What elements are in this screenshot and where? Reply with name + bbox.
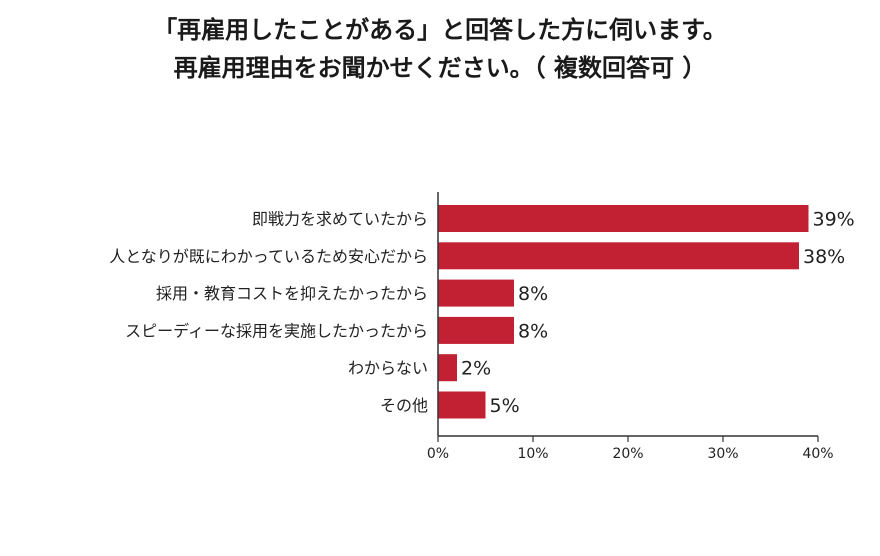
category-label-3: スピーディーな採用を実施したかったから	[125, 321, 428, 340]
value-label-0: 39%	[813, 209, 855, 231]
bar-1	[438, 242, 799, 270]
bar-5	[438, 391, 486, 419]
x-tick-label-4: 40%	[802, 446, 833, 462]
value-label-3: 8%	[518, 320, 548, 342]
value-label-2: 8%	[518, 283, 548, 305]
value-label-1: 38%	[803, 246, 845, 268]
value-label-5: 5%	[490, 395, 520, 417]
bar-2	[438, 279, 514, 307]
bar-3	[438, 316, 514, 344]
chart-title-line1: 「再雇用したことがある」と回答した方に伺います。	[153, 16, 727, 44]
category-label-5: その他	[380, 396, 428, 415]
x-tick-label-3: 30%	[707, 446, 738, 462]
category-label-2: 採用・教育コストを抑えたかったから	[156, 284, 428, 303]
bar-0	[438, 205, 809, 232]
category-label-0: 即戦力を求めていたから	[252, 210, 428, 229]
x-tick-label-1: 10%	[517, 446, 548, 462]
value-label-4: 2%	[461, 358, 491, 380]
bar-4	[438, 354, 457, 382]
chart-title-line2: 再雇用理由をお聞かせください。（ 複数回答可 ）	[173, 54, 707, 82]
x-tick-label-0: 0%	[427, 446, 449, 462]
x-tick-label-2: 20%	[612, 446, 643, 462]
category-label-4: わからない	[348, 359, 428, 378]
category-label-1: 人となりが既にわかっているため安心だから	[109, 247, 428, 266]
